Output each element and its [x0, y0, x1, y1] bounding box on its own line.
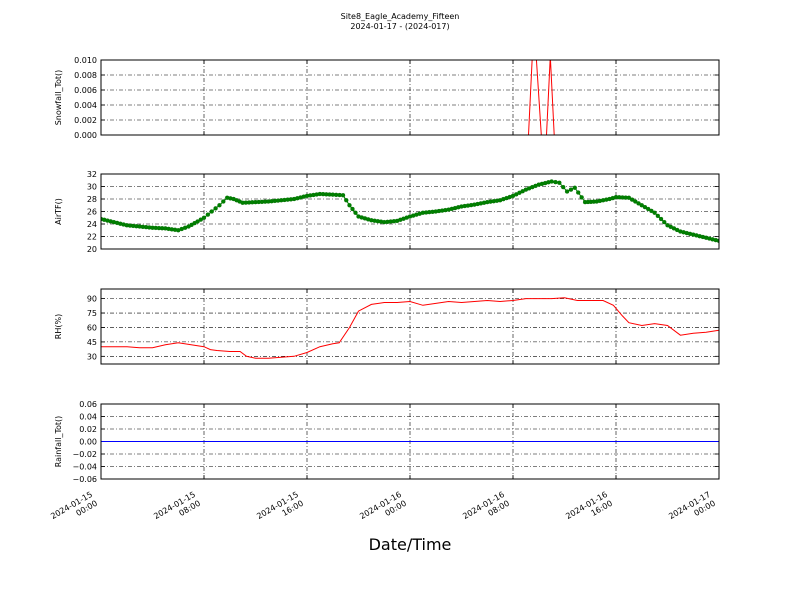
- y-tick-label: 30: [87, 183, 97, 192]
- y-tick-label: 30: [87, 352, 97, 361]
- data-point: [576, 190, 581, 195]
- y-tick-label: 20: [87, 245, 97, 254]
- y-axis-label: RH(%): [54, 314, 63, 339]
- x-tick-label: 2024-01-1516:00: [255, 490, 305, 530]
- data-point: [553, 179, 558, 185]
- plot-frame: [100, 288, 720, 365]
- y-tick-label: 32: [87, 170, 97, 179]
- x-tick-label: 2024-01-1608:00: [461, 490, 511, 530]
- data-point: [549, 179, 554, 184]
- y-tick-label: 0.004: [74, 101, 97, 110]
- data-point: [217, 203, 222, 208]
- series-2: [101, 179, 719, 244]
- data-point: [350, 206, 355, 212]
- panel-4: −0.06 −0.04 −0.02 0.00 0.02 0.04 0.06 Rainfall_…: [54, 400, 720, 484]
- y-axis-label: Rainfall_Tot(): [54, 416, 63, 468]
- data-point: [564, 189, 570, 194]
- data-point: [195, 219, 200, 224]
- data-point: [572, 185, 577, 190]
- data-point: [639, 203, 644, 208]
- data-point: [201, 215, 207, 220]
- data-point: [642, 204, 648, 210]
- data-point: [340, 193, 346, 198]
- x-tick-labels: 2024-01-1500:00 2024-01-1508:00 2024-01-15…: [49, 490, 717, 530]
- y-tick-label: 75: [87, 309, 97, 318]
- plot-frame: [100, 59, 720, 136]
- data-point: [198, 217, 203, 222]
- y-tick-label: 26: [87, 208, 97, 217]
- y-axis-label: AirTF(): [54, 198, 63, 225]
- panels: 0.000 0.002 0.004 0.006 0.008 0.010 Snowfall_T…: [49, 56, 720, 530]
- data-point: [205, 212, 211, 217]
- series-line: [101, 60, 719, 135]
- y-tick-label: 0.000: [74, 131, 97, 140]
- series-1: [101, 60, 719, 135]
- y-tick-label: 0.002: [74, 116, 97, 125]
- y-tick-label: 0.04: [79, 413, 97, 422]
- series-line: [101, 297, 719, 359]
- chart-title: Site8_Eagle_Academy_Fifteen: [341, 12, 460, 21]
- data-point: [347, 203, 352, 208]
- y-tick-label: 90: [87, 295, 97, 304]
- x-axis-label: Date/Time: [369, 535, 452, 554]
- data-point: [655, 213, 660, 219]
- x-tick-label: 2024-01-1508:00: [152, 490, 202, 530]
- y-tick-label: 0.010: [74, 56, 97, 65]
- y-tick-label: 45: [87, 338, 97, 347]
- panel-3: 30 45 60 75 90 RH(%): [54, 288, 720, 365]
- y-tick-label: 28: [87, 195, 97, 204]
- x-tick-label: 2024-01-1500:00: [49, 490, 99, 530]
- x-tick-label: 2024-01-1616:00: [564, 490, 614, 530]
- series-3: [101, 297, 719, 359]
- data-point: [649, 208, 654, 214]
- y-tick-label: 22: [87, 233, 97, 242]
- data-point: [633, 199, 638, 204]
- data-point: [213, 206, 218, 211]
- y-tick-label: 0.00: [79, 438, 97, 447]
- plot-frame: [100, 173, 720, 250]
- chart-subtitle: 2024-01-17 - (2024-017): [350, 22, 449, 31]
- data-point: [626, 195, 632, 200]
- data-point: [557, 180, 562, 185]
- panel-2: 20 22 24 26 28 30 32 AirTF(): [54, 170, 720, 254]
- x-tick-label: 2024-01-1700:00: [667, 490, 717, 530]
- y-tick-label: −0.04: [72, 463, 97, 472]
- x-tick-label: 2024-01-1600:00: [358, 490, 408, 530]
- y-tick-label: 0.06: [79, 400, 97, 409]
- plot-frame: [100, 403, 720, 480]
- data-point: [629, 197, 635, 202]
- data-point: [561, 184, 566, 190]
- data-point: [658, 216, 664, 222]
- data-point: [662, 219, 667, 225]
- data-point: [646, 206, 651, 212]
- y-tick-label: 60: [87, 323, 97, 332]
- data-point: [568, 187, 574, 192]
- y-tick-label: 0.008: [74, 71, 97, 80]
- y-tick-label: 0.02: [79, 425, 97, 434]
- y-tick-label: −0.02: [72, 450, 97, 459]
- data-point: [209, 209, 214, 214]
- data-point: [636, 201, 641, 206]
- y-tick-label: 0.006: [74, 86, 97, 95]
- data-point: [221, 199, 226, 204]
- y-tick-label: 24: [87, 220, 97, 229]
- y-axis-label: Snowfall_Tot(): [54, 70, 63, 126]
- data-point: [353, 210, 358, 215]
- panel-1: 0.000 0.002 0.004 0.006 0.008 0.010 Snowfall_T…: [54, 56, 720, 140]
- y-tick-label: −0.06: [72, 475, 97, 484]
- data-point: [344, 198, 349, 203]
- data-point: [579, 195, 584, 200]
- data-point: [652, 210, 657, 215]
